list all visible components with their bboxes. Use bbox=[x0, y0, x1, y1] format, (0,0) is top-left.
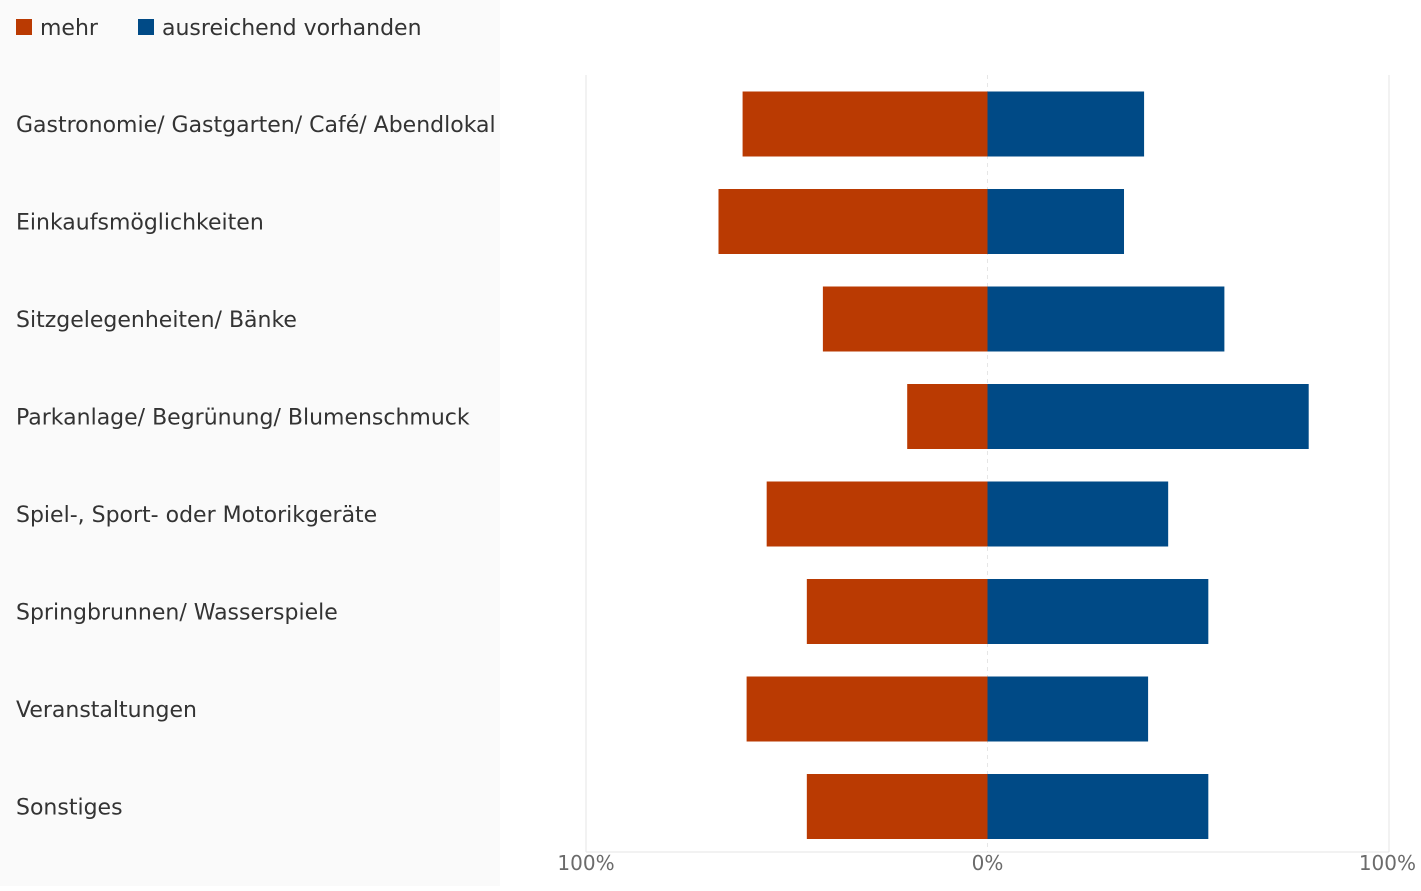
x-axis-ticks: 100% 0% 100% bbox=[557, 851, 1416, 875]
bar-mehr-2 bbox=[822, 286, 988, 352]
bars bbox=[718, 91, 1309, 839]
bar-ausreichend-7 bbox=[987, 774, 1209, 839]
legend-label-1: ausreichend vorhanden bbox=[162, 16, 422, 41]
category-label-7: Sonstiges bbox=[16, 796, 123, 821]
bar-mehr-7 bbox=[806, 774, 988, 839]
bar-ausreichend-4 bbox=[987, 481, 1169, 547]
bar-ausreichend-2 bbox=[987, 286, 1225, 352]
category-label-0: Gastronomie/ Gastgarten/ Café/ Abendloka… bbox=[16, 113, 496, 138]
bar-ausreichend-0 bbox=[987, 91, 1145, 157]
category-label-5: Springbrunnen/ Wasserspiele bbox=[16, 601, 338, 626]
legend: mehr ausreichend vorhanden bbox=[16, 16, 422, 41]
category-label-6: Veranstaltungen bbox=[16, 698, 197, 723]
legend-swatch-0 bbox=[16, 19, 32, 35]
bar-ausreichend-5 bbox=[987, 579, 1209, 644]
x-tick-label-1: 0% bbox=[972, 851, 1004, 875]
x-tick-label-0: 100% bbox=[557, 851, 614, 875]
category-label-2: Sitzgelegenheiten/ Bänke bbox=[16, 308, 297, 333]
bar-mehr-6 bbox=[746, 676, 988, 742]
category-labels: Gastronomie/ Gastgarten/ Café/ Abendloka… bbox=[16, 113, 496, 821]
category-label-3: Parkanlage/ Begrünung/ Blumenschmuck bbox=[16, 406, 470, 431]
bar-ausreichend-6 bbox=[987, 676, 1149, 742]
bar-mehr-4 bbox=[766, 481, 988, 547]
bar-mehr-5 bbox=[806, 579, 988, 644]
x-tick-label-2: 100% bbox=[1359, 851, 1416, 875]
label-panel-bg bbox=[0, 0, 500, 886]
legend-swatch-1 bbox=[138, 19, 154, 35]
bar-mehr-1 bbox=[718, 189, 988, 254]
category-label-4: Spiel-, Sport- oder Motorikgeräte bbox=[16, 503, 377, 528]
legend-label-0: mehr bbox=[40, 16, 99, 41]
bar-ausreichend-3 bbox=[987, 384, 1309, 449]
bar-mehr-3 bbox=[907, 384, 988, 449]
category-label-1: Einkaufsmöglichkeiten bbox=[16, 211, 264, 236]
bar-ausreichend-1 bbox=[987, 189, 1125, 254]
bar-mehr-0 bbox=[742, 91, 988, 157]
